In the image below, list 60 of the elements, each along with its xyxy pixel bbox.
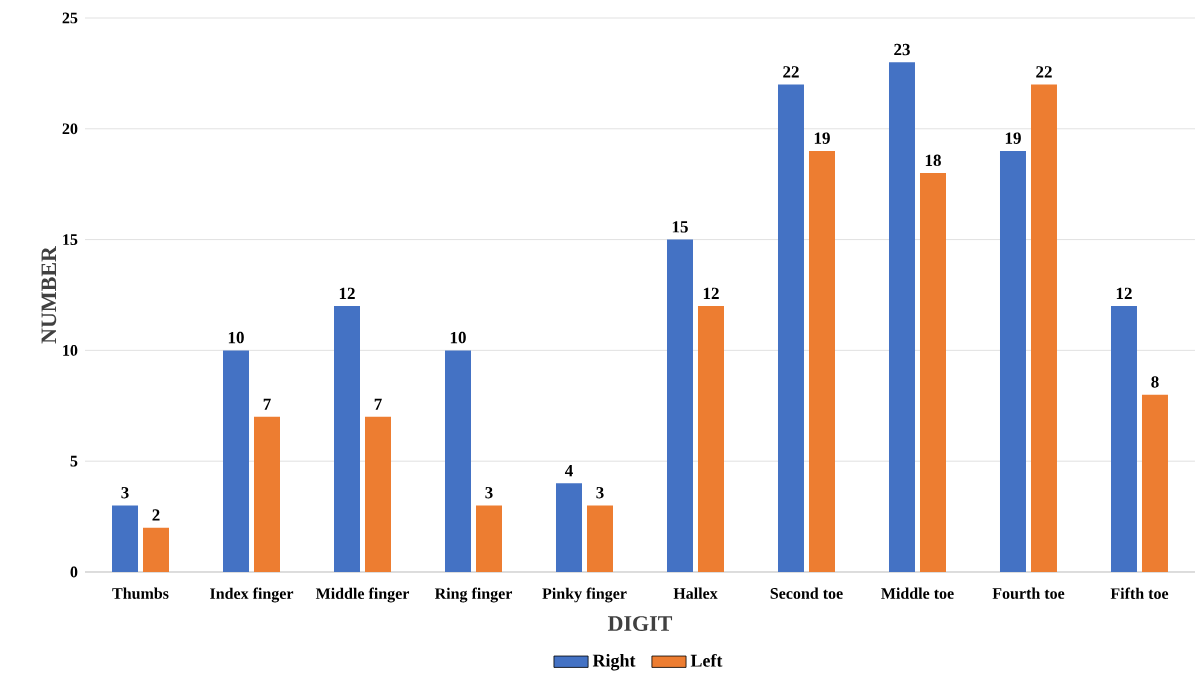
y-tick-label: 20	[62, 123, 78, 135]
data-label: 4	[564, 465, 573, 477]
bar	[889, 62, 915, 572]
data-label: 22	[783, 66, 799, 78]
y-tick-label: 25	[62, 12, 78, 24]
legend-label: Left	[690, 653, 723, 667]
data-label: 10	[228, 331, 244, 344]
bar	[808, 150, 835, 572]
y-tick-label: 0	[70, 566, 78, 578]
x-tick-label: Second toe	[770, 587, 843, 599]
x-tick-label: Thumbs	[112, 587, 169, 599]
data-label: 10	[450, 331, 466, 344]
bar	[445, 350, 471, 572]
data-label: 22	[1036, 66, 1052, 78]
data-label: 7	[374, 398, 382, 410]
bar	[1030, 84, 1057, 572]
x-tick-label: Fourth toe	[992, 587, 1065, 599]
x-tick-label: Hallex	[673, 587, 718, 599]
y-axis-title: NUMBER	[41, 245, 57, 344]
x-tick-label: Middle finger	[315, 587, 410, 603]
y-tick-label: 5	[70, 455, 78, 467]
data-label: 8	[1151, 376, 1159, 388]
data-label: 3	[596, 487, 604, 499]
x-tick-label: Pinky finger	[542, 587, 627, 603]
bar	[143, 527, 169, 572]
bar	[587, 505, 613, 572]
data-label: 2	[152, 509, 160, 521]
bar	[254, 416, 280, 572]
x-tick-label: Ring finger	[434, 587, 513, 603]
bar	[223, 350, 249, 572]
data-label: 12	[703, 287, 719, 299]
y-tick-label: 10	[63, 345, 78, 356]
x-tick-label: Fifth toe	[1110, 587, 1169, 600]
bar	[476, 505, 502, 572]
data-label: 23	[894, 43, 910, 56]
bar	[778, 84, 804, 572]
bar	[1110, 306, 1137, 572]
bar	[365, 416, 391, 572]
data-label: 19	[1005, 132, 1021, 144]
bar	[1141, 394, 1168, 572]
bar	[919, 173, 946, 572]
data-label: 3	[121, 487, 129, 499]
legend-label: Right	[592, 653, 636, 671]
bar	[334, 306, 360, 572]
data-label: 7	[263, 398, 271, 410]
x-tick-label: Index finger	[210, 587, 294, 603]
y-tick-label: 15	[63, 234, 78, 245]
data-label: 3	[485, 487, 493, 499]
x-axis-title: DIGIT	[607, 616, 673, 631]
bar	[999, 150, 1026, 572]
data-label: 15	[672, 221, 688, 233]
bar	[556, 483, 582, 572]
bar	[667, 239, 693, 572]
bar	[112, 505, 139, 572]
bar	[698, 306, 724, 572]
data-label: 19	[814, 132, 830, 144]
data-label: 12	[339, 287, 355, 299]
data-label: 18	[925, 154, 941, 167]
data-label: 12	[1116, 287, 1132, 299]
x-tick-label: Middle toe	[881, 587, 954, 599]
